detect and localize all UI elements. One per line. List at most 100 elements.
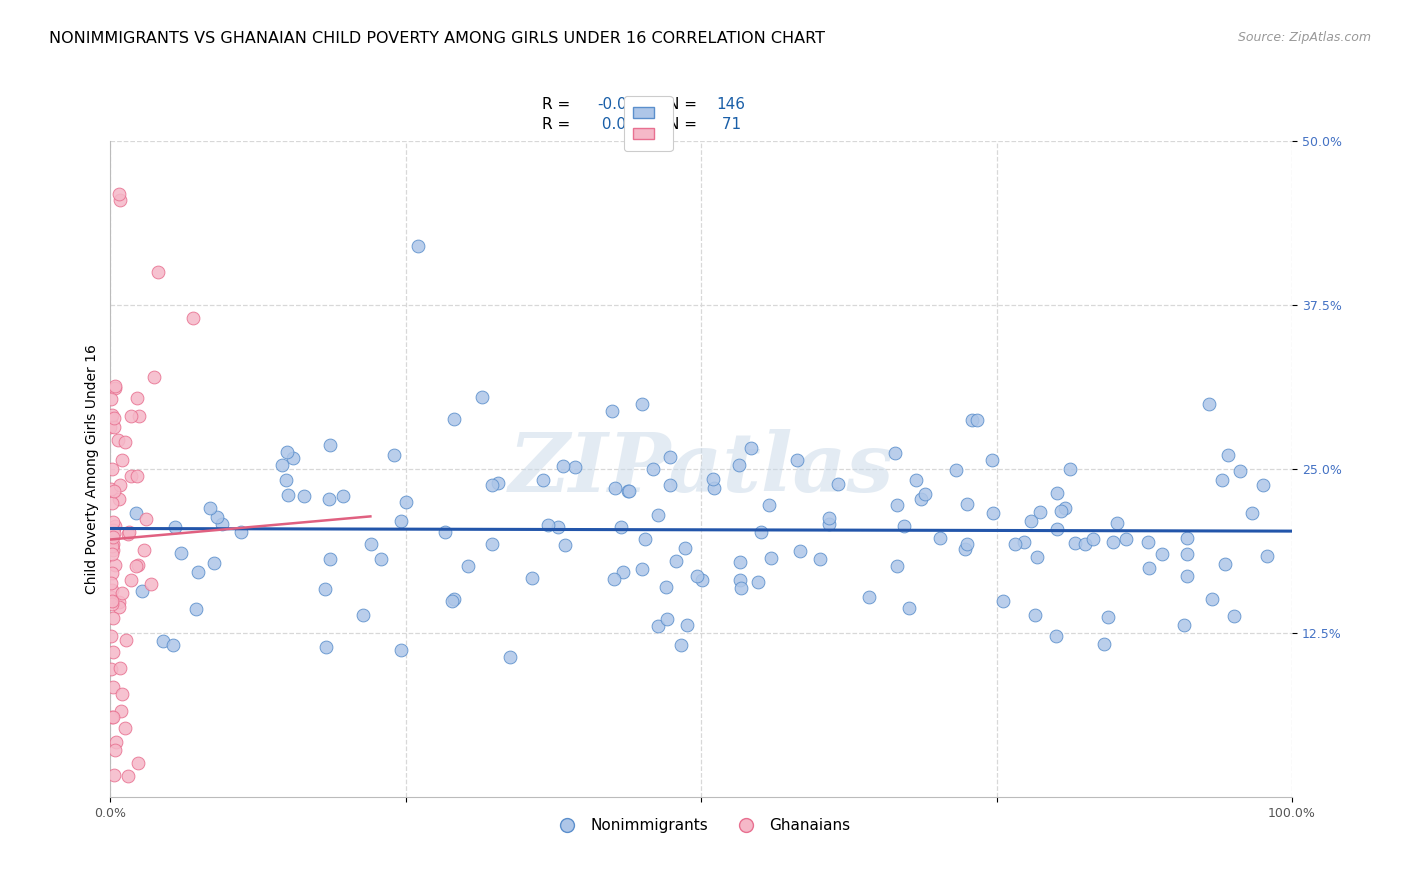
Point — [702, 472, 724, 486]
Point — [1046, 522, 1069, 536]
Point — [100, 662, 122, 676]
Point — [728, 555, 751, 569]
Point — [101, 542, 124, 557]
Point — [749, 524, 772, 539]
Point — [108, 595, 131, 609]
Point — [294, 489, 316, 503]
Point — [107, 186, 129, 201]
Point — [564, 460, 586, 475]
Point — [332, 490, 354, 504]
Point — [1213, 557, 1236, 571]
Point — [103, 420, 125, 434]
Point — [1211, 473, 1233, 487]
Point — [314, 582, 336, 596]
Point — [609, 519, 631, 533]
Point — [111, 687, 134, 701]
Point — [554, 538, 576, 552]
Point — [647, 508, 669, 522]
Point — [966, 413, 988, 427]
Point — [100, 482, 122, 496]
Point — [728, 573, 751, 587]
Point — [747, 574, 769, 589]
Point — [103, 681, 125, 695]
Point — [981, 506, 1004, 520]
Point — [657, 612, 679, 626]
Point — [104, 742, 127, 756]
Point — [1046, 486, 1069, 500]
Point — [884, 446, 907, 460]
Point — [101, 539, 124, 553]
Point — [165, 519, 187, 533]
Point — [641, 462, 664, 476]
Point — [886, 558, 908, 573]
Point — [101, 597, 124, 611]
Point — [152, 633, 174, 648]
Point — [1026, 550, 1049, 565]
Point — [685, 568, 707, 582]
Point — [120, 409, 142, 424]
Point — [1175, 531, 1198, 545]
Point — [107, 433, 129, 447]
Point — [481, 536, 503, 550]
Point — [406, 239, 429, 253]
Point — [703, 481, 725, 495]
Text: R =: R = — [541, 97, 575, 112]
Point — [100, 576, 122, 591]
Text: 71: 71 — [717, 118, 741, 132]
Point — [692, 574, 714, 588]
Point — [200, 500, 222, 515]
Point — [486, 476, 509, 491]
Point — [676, 618, 699, 632]
Point — [659, 450, 682, 464]
Point — [904, 473, 927, 487]
Point — [108, 194, 131, 208]
Point — [603, 481, 626, 495]
Point — [170, 546, 193, 560]
Point — [1177, 547, 1199, 561]
Point — [128, 409, 150, 423]
Point — [808, 552, 831, 566]
Point — [207, 510, 229, 524]
Point — [135, 512, 157, 526]
Point — [117, 525, 139, 540]
Point — [759, 551, 782, 566]
Point — [858, 590, 880, 604]
Point — [1059, 462, 1081, 476]
Point — [211, 517, 233, 532]
Point — [1024, 607, 1046, 622]
Point — [315, 640, 337, 654]
Point — [100, 392, 122, 406]
Point — [281, 450, 304, 465]
Point — [229, 524, 252, 539]
Point — [1198, 397, 1220, 411]
Point — [617, 484, 640, 499]
Point — [108, 661, 131, 675]
Point — [827, 476, 849, 491]
Point — [120, 468, 142, 483]
Point — [104, 379, 127, 393]
Point — [114, 435, 136, 450]
Point — [141, 576, 163, 591]
Point — [960, 413, 983, 427]
Point — [389, 642, 412, 657]
Point — [1150, 547, 1173, 561]
Point — [1201, 592, 1223, 607]
Point — [103, 484, 125, 499]
Point — [187, 566, 209, 580]
Point — [673, 541, 696, 556]
Text: ZIPatlas: ZIPatlas — [509, 429, 894, 509]
Text: Source: ZipAtlas.com: Source: ZipAtlas.com — [1237, 31, 1371, 45]
Point — [886, 498, 908, 512]
Text: 146: 146 — [717, 97, 745, 112]
Point — [631, 397, 654, 411]
Point — [101, 594, 124, 608]
Point — [107, 600, 129, 615]
Point — [101, 566, 124, 580]
Point — [818, 516, 841, 531]
Point — [101, 610, 124, 624]
Point — [1083, 532, 1105, 546]
Point — [1012, 535, 1035, 549]
Point — [619, 483, 641, 498]
Point — [389, 514, 412, 528]
Point — [103, 523, 125, 537]
